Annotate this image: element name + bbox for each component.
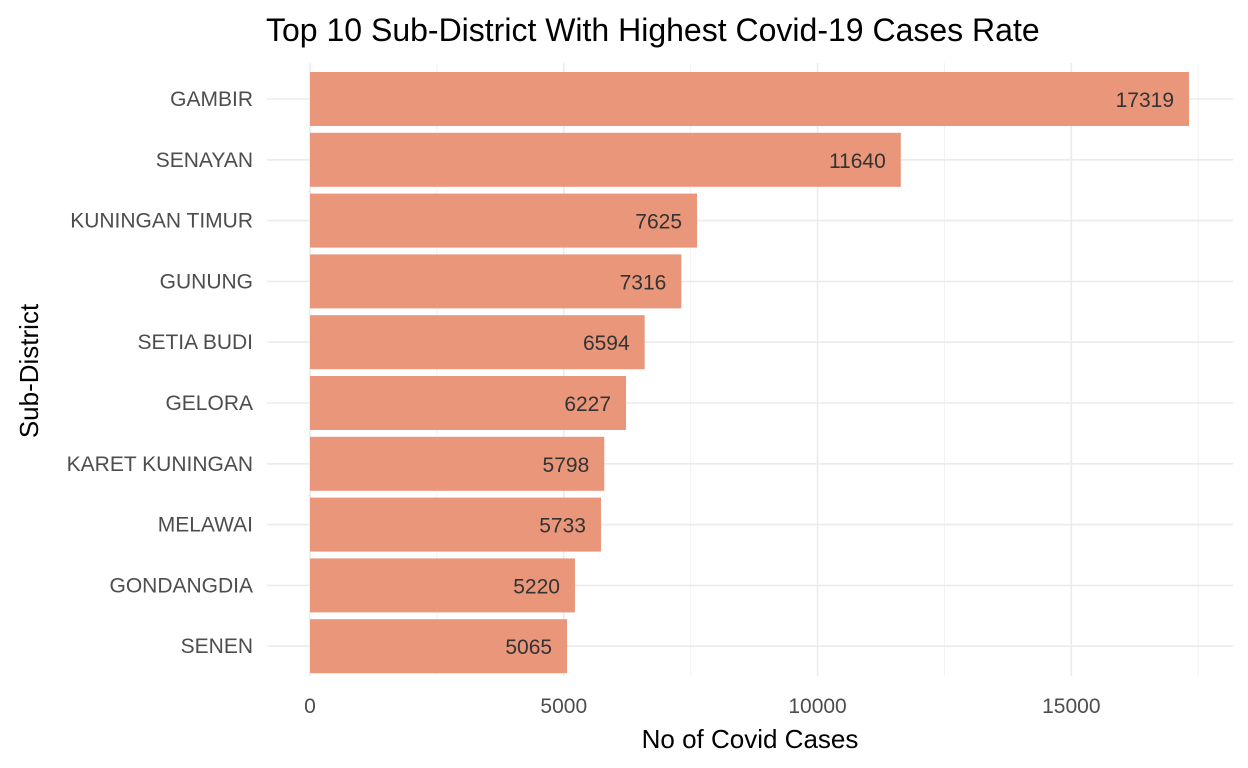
value-label: 5220 [513,575,560,598]
category-labels: GAMBIR SENAYAN KUNINGAN TIMUR GUNUNG SETIA B… [67,88,253,658]
y-axis-title: Sub-District [14,303,44,438]
value-label: 17319 [1116,89,1174,112]
x-tick-label: 0 [304,695,316,718]
bar [310,132,901,187]
x-tick-label: 5000 [540,695,587,718]
value-label: 5733 [539,515,586,538]
x-tick-label: 10000 [788,695,846,718]
chart-title: Top 10 Sub-District With Highest Covid-1… [266,12,1040,48]
value-label: 6227 [564,393,611,416]
bar [310,497,601,552]
value-label: 7316 [620,271,667,294]
category-label: MELAWAI [158,514,253,537]
category-label: GELORA [165,392,253,415]
bar [310,376,627,430]
value-label: 11640 [829,150,886,173]
value-label: 5065 [505,636,552,659]
bar [310,254,682,309]
bar [310,558,575,613]
value-label: 6594 [583,332,630,355]
value-label: 5798 [543,454,590,477]
category-label: GONDANGDIA [109,574,253,597]
category-label: GAMBIR [170,88,253,111]
bar [310,315,645,370]
bar [310,193,698,248]
value-label: 7625 [635,211,682,234]
bar [310,72,1190,126]
category-label: SENEN [181,635,253,658]
category-label: KUNINGAN TIMUR [70,210,253,233]
category-label: SENAYAN [156,149,253,172]
x-tick-label: 15000 [1042,695,1100,718]
x-axis-title: No of Covid Cases [642,724,859,754]
category-label: GUNUNG [160,270,253,293]
bars [310,72,1190,674]
x-tick-labels: 0 5000 10000 15000 [304,695,1100,718]
bar [310,436,605,491]
value-labels: 17319 11640 7625 7316 6594 6227 5798 5733 5220 50… [505,89,1174,659]
category-label: SETIA BUDI [137,331,253,354]
category-label: KARET KUNINGAN [67,453,253,476]
bar [310,619,568,674]
